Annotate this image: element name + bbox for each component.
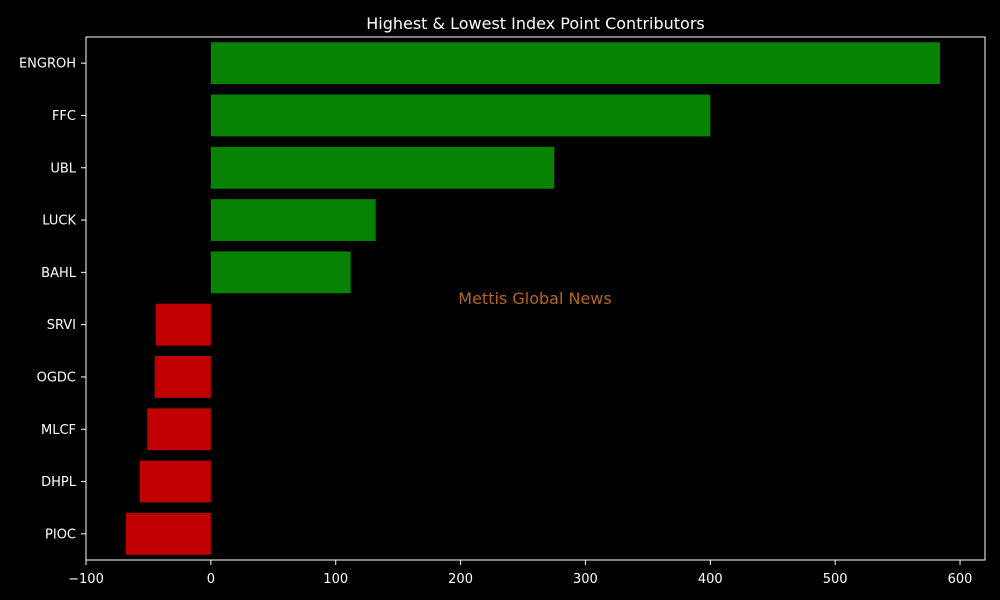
y-tick-label: PIOC xyxy=(45,527,76,542)
x-tick-label: 300 xyxy=(573,572,598,587)
y-tick-label: UBL xyxy=(50,161,76,176)
bars-group xyxy=(125,42,941,555)
bar-ubl xyxy=(210,146,555,189)
bar-engroh xyxy=(210,42,941,85)
y-tick-label: FFC xyxy=(52,109,76,124)
x-tick-label: 400 xyxy=(698,572,723,587)
bar-dhpl xyxy=(139,460,211,503)
y-tick-label: DHPL xyxy=(41,475,77,490)
bar-ogdc xyxy=(154,356,211,398)
x-tick-label: 0 xyxy=(207,572,215,587)
bar-mlcf xyxy=(147,408,211,451)
y-tick-label: BAHL xyxy=(41,266,77,281)
y-tick-label: LUCK xyxy=(42,214,76,229)
bar-pioc xyxy=(125,512,211,555)
y-tick-label: SRVI xyxy=(47,318,76,333)
x-tick-label: 100 xyxy=(323,572,348,587)
axes-group: ENGROH FFC UBL LUCK BAHL SRVI OGDC MLCF DHPL PIOC… xyxy=(19,36,986,587)
x-tick-label: 500 xyxy=(823,572,848,587)
bar-ffc xyxy=(210,94,711,137)
x-tick-label: 200 xyxy=(448,572,473,587)
watermark-text: Mettis Global News xyxy=(458,289,611,308)
bar-luck xyxy=(210,199,376,241)
y-tick-label: OGDC xyxy=(37,370,76,385)
x-tick-label: −100 xyxy=(68,572,104,587)
x-tick-label: 600 xyxy=(948,572,973,587)
plot-frame xyxy=(85,36,986,561)
y-tick-label: MLCF xyxy=(41,423,76,438)
bar-srvi xyxy=(155,303,211,346)
chart-title: Highest & Lowest Index Point Contributor… xyxy=(366,14,705,33)
y-tick-label: ENGROH xyxy=(19,57,76,72)
bar-bahl xyxy=(210,251,351,294)
